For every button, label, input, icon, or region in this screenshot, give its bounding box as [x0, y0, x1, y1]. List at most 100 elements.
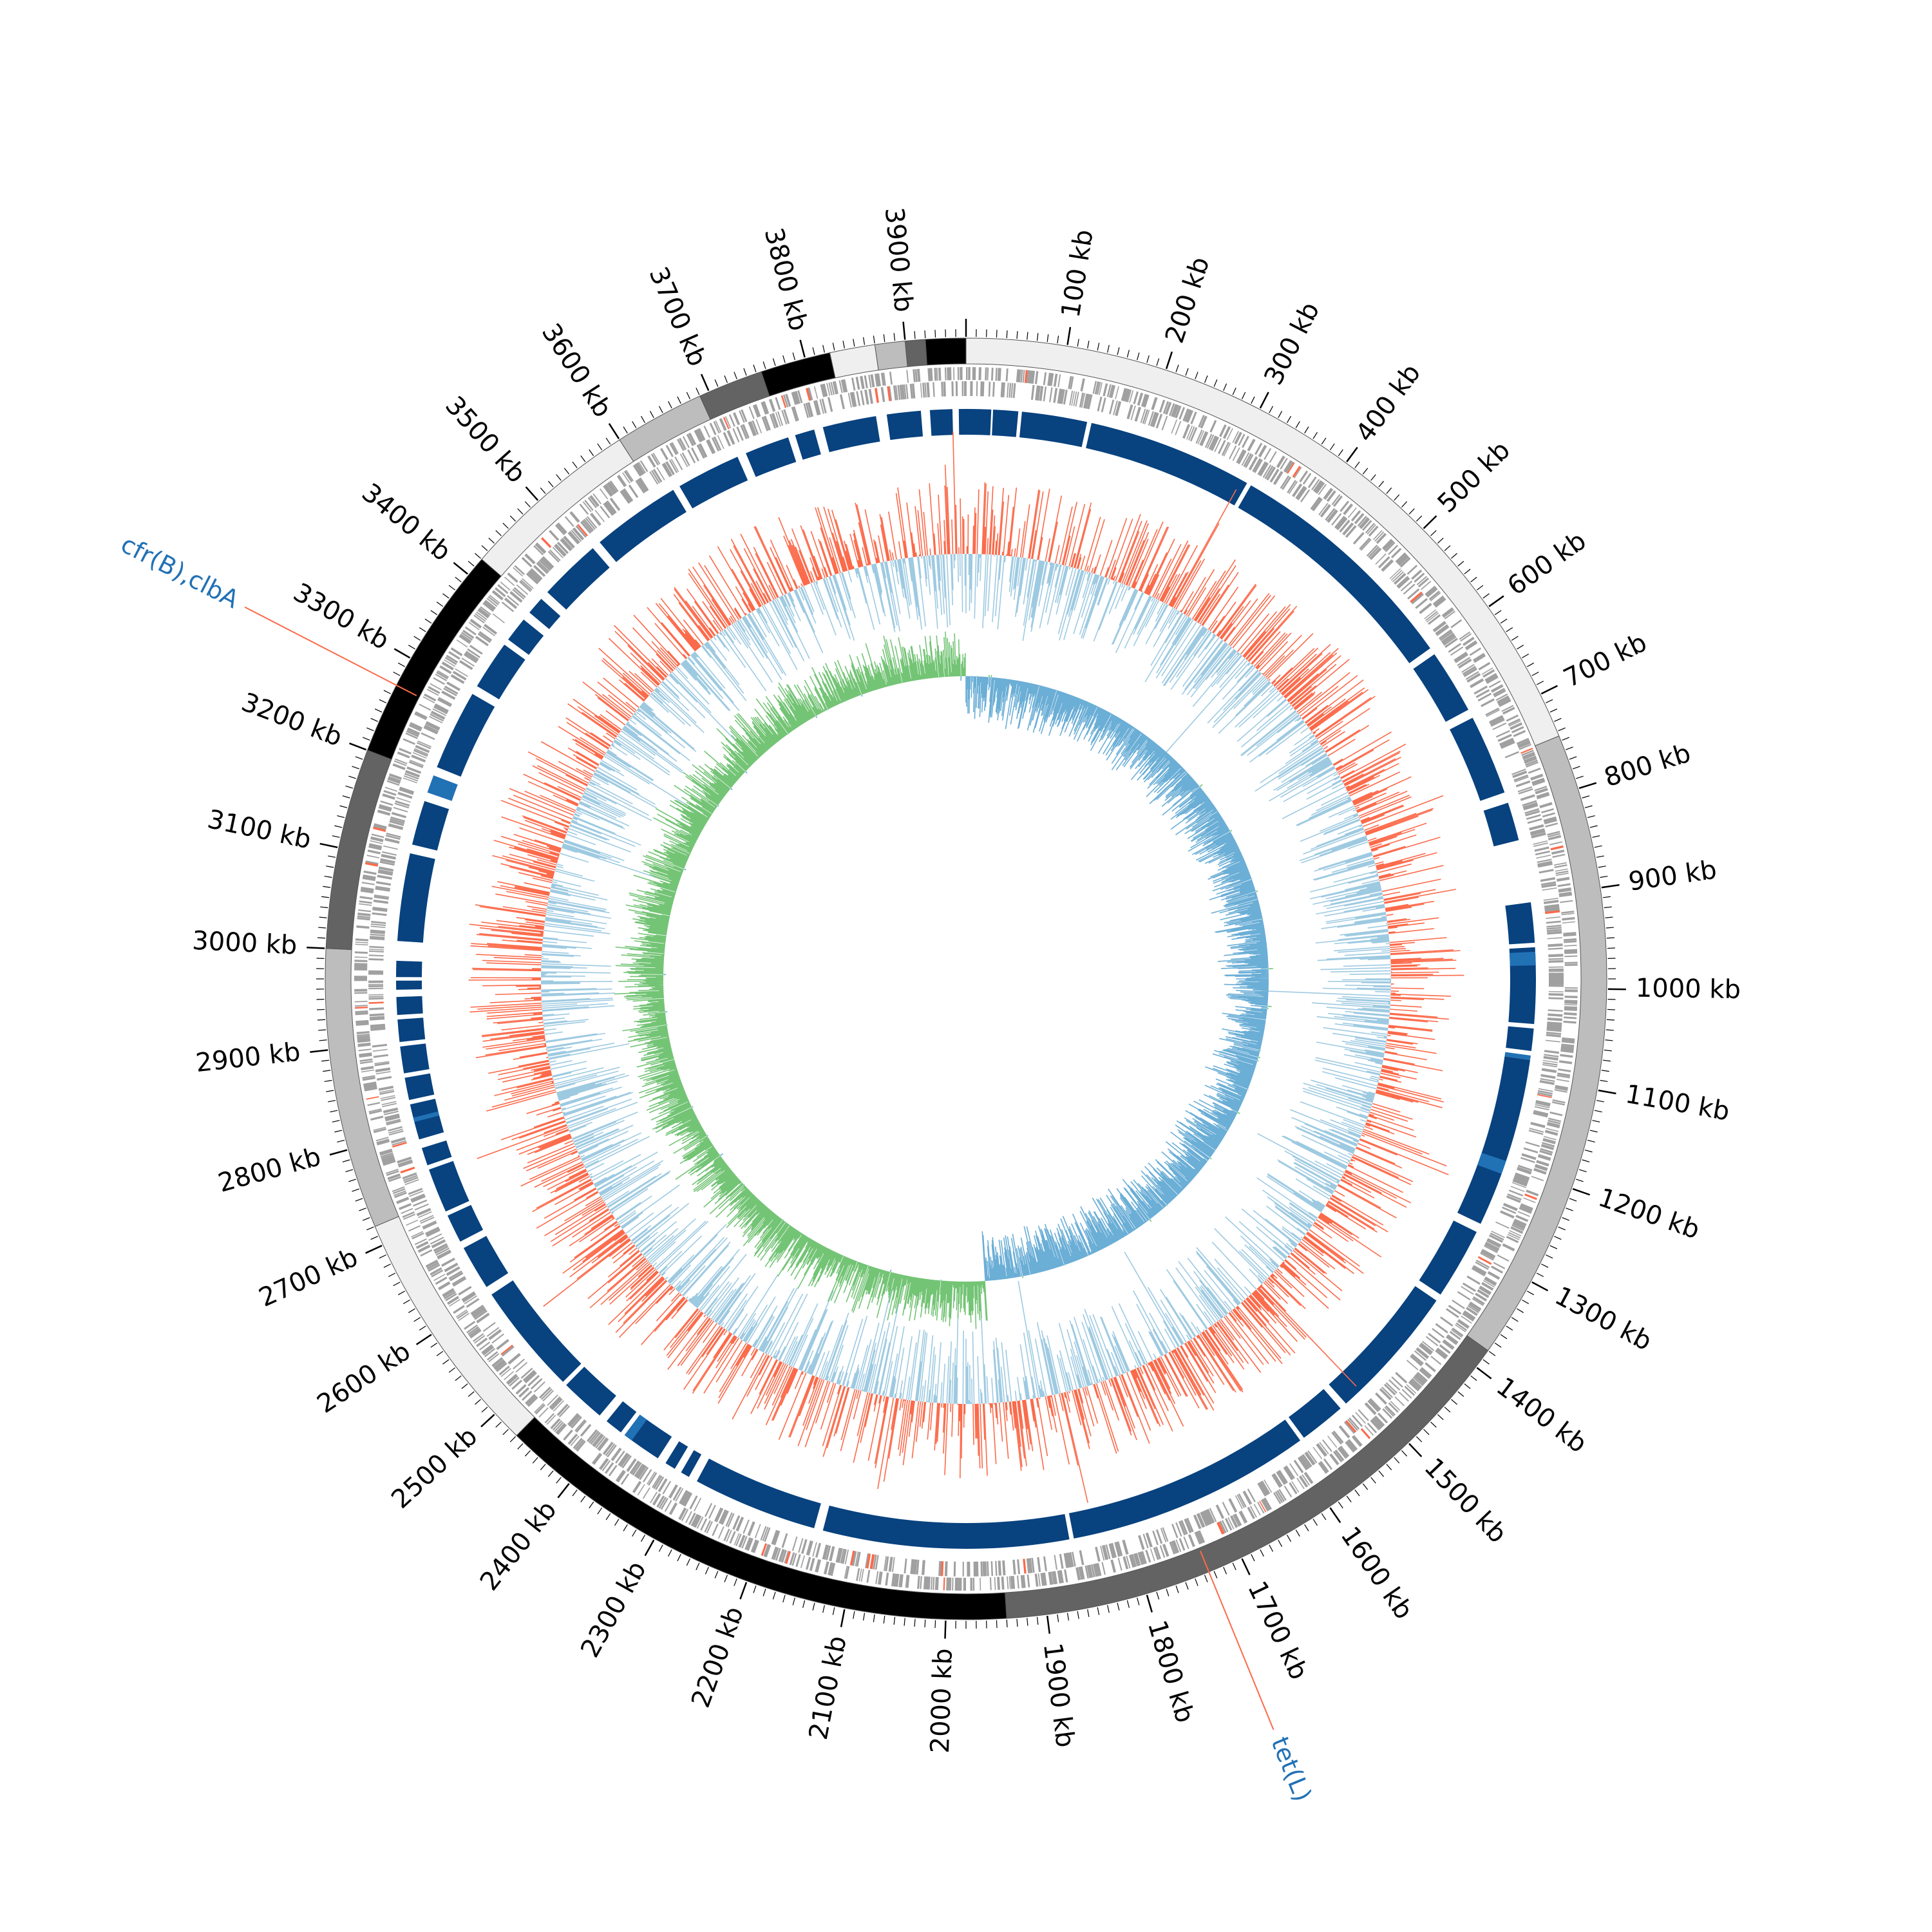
gene-feature	[522, 1390, 533, 1401]
gene-feature	[1523, 804, 1539, 811]
gene-feature	[1360, 518, 1370, 529]
gene-feature	[1396, 554, 1408, 565]
gene-feature	[384, 1113, 400, 1120]
gene-feature	[377, 810, 391, 816]
gene-feature	[433, 677, 445, 685]
gene-feature	[1217, 1521, 1225, 1535]
gene-feature	[1530, 773, 1544, 781]
gene-feature	[805, 388, 812, 401]
gene-feature	[936, 368, 938, 381]
gene-feature	[475, 636, 489, 647]
gene-feature	[408, 724, 422, 732]
minor-tick	[1126, 1600, 1130, 1608]
minor-tick	[1482, 1359, 1490, 1365]
gene-feature	[1108, 384, 1114, 398]
minor-tick	[1036, 1616, 1039, 1625]
minor-tick	[1522, 1299, 1530, 1305]
gene-feature	[1227, 1517, 1235, 1530]
minor-tick	[1329, 443, 1335, 451]
gene-feature	[433, 1243, 448, 1253]
major-tick	[415, 1334, 432, 1345]
gene-feature	[588, 1430, 600, 1444]
gene-feature	[698, 443, 708, 458]
gene-feature	[441, 690, 456, 700]
gene-feature	[1432, 621, 1446, 632]
gene-feature	[357, 909, 372, 913]
gene-feature	[1560, 1054, 1573, 1058]
gene-feature	[1563, 938, 1577, 942]
gene-feature	[1515, 1172, 1530, 1180]
gene-feature	[888, 1557, 893, 1572]
gene-feature	[662, 1481, 672, 1495]
gene-feature	[706, 439, 715, 455]
minor-tick	[1566, 746, 1573, 750]
gene-feature	[1478, 661, 1491, 670]
gene-feature	[1350, 510, 1361, 522]
gene-feature	[1359, 517, 1370, 529]
gene-feature	[420, 1249, 433, 1257]
gene-feature	[496, 1339, 509, 1350]
gene-feature	[378, 866, 394, 872]
gene-feature	[376, 1139, 390, 1144]
gene-feature	[809, 1558, 815, 1571]
gene-feature	[379, 1150, 393, 1156]
gene-feature	[1527, 818, 1542, 824]
gene-feature	[923, 1576, 927, 1589]
gene-feature	[1404, 1385, 1416, 1396]
similarity-block	[624, 1414, 647, 1441]
gene-feature	[476, 611, 488, 620]
gene-feature	[1280, 457, 1288, 470]
gene-feature	[478, 607, 490, 617]
minor-tick	[934, 330, 936, 338]
gene-feature	[447, 1296, 460, 1305]
gene-feature	[1305, 1452, 1316, 1465]
gene-feature	[1365, 522, 1375, 534]
gene-feature	[467, 648, 480, 658]
minor-tick	[1506, 1325, 1513, 1331]
minor-tick	[430, 610, 438, 616]
gene-feature	[1406, 564, 1418, 575]
gene-feature	[368, 950, 384, 952]
minor-tick	[1346, 1495, 1352, 1502]
gene-feature	[732, 412, 741, 426]
gene-feature	[1548, 954, 1564, 958]
gene-feature	[1312, 1446, 1323, 1459]
minor-tick	[812, 347, 815, 355]
gene-feature	[746, 1538, 753, 1551]
gene-feature	[448, 650, 460, 660]
gene-feature	[866, 1569, 871, 1583]
gene-feature	[1537, 1092, 1553, 1097]
minor-tick	[355, 756, 363, 760]
gene-feature	[373, 1126, 386, 1132]
gene-feature	[478, 1341, 491, 1351]
gene-feature	[683, 1492, 693, 1507]
gene-feature	[866, 1553, 871, 1569]
gene-feature	[681, 1509, 689, 1521]
gene-feature	[1171, 419, 1178, 434]
gene-feature	[855, 1551, 859, 1567]
major-tick	[840, 1609, 846, 1627]
gene-feature	[397, 751, 410, 759]
gene-feature	[1414, 1350, 1427, 1361]
gene-feature	[1558, 891, 1572, 896]
gene-feature	[1208, 435, 1217, 450]
gene-feature	[539, 1387, 551, 1399]
gene-feature	[446, 654, 459, 663]
minor-tick	[996, 1620, 998, 1628]
similarity-block	[1329, 1285, 1437, 1404]
gene-feature	[1538, 1088, 1553, 1092]
gene-feature	[1122, 1539, 1129, 1555]
major-tick	[480, 1414, 495, 1428]
minor-tick	[686, 392, 691, 400]
gene-feature	[1502, 706, 1515, 715]
gene-feature	[608, 1464, 618, 1477]
gene-feature	[1338, 1425, 1350, 1439]
gene-feature	[1351, 1436, 1361, 1447]
gene-feature	[1274, 1491, 1283, 1503]
gene-feature	[1204, 1510, 1213, 1524]
minor-tick	[366, 1226, 374, 1231]
gene-feature	[1283, 1466, 1294, 1481]
gene-feature	[1548, 971, 1564, 972]
gene-feature	[1269, 468, 1280, 483]
gene-feature	[1276, 455, 1285, 468]
